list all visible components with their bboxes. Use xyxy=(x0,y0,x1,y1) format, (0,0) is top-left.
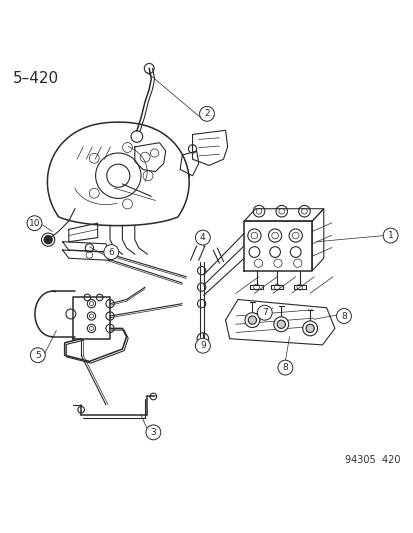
Text: 94305  420: 94305 420 xyxy=(344,455,400,465)
Circle shape xyxy=(44,236,52,244)
Circle shape xyxy=(276,320,285,328)
Circle shape xyxy=(277,360,292,375)
Circle shape xyxy=(104,245,119,260)
Circle shape xyxy=(30,348,45,362)
Circle shape xyxy=(336,309,351,324)
Text: 10: 10 xyxy=(29,219,40,228)
Text: 9: 9 xyxy=(199,341,205,350)
Text: 7: 7 xyxy=(261,308,267,317)
Circle shape xyxy=(305,324,313,333)
Circle shape xyxy=(199,107,214,122)
Text: 5: 5 xyxy=(35,351,40,360)
Circle shape xyxy=(257,305,271,320)
Circle shape xyxy=(195,338,210,353)
Circle shape xyxy=(145,425,160,440)
Text: 1: 1 xyxy=(387,231,392,240)
Circle shape xyxy=(244,313,259,328)
Circle shape xyxy=(248,316,256,324)
Text: 8: 8 xyxy=(282,363,287,372)
Circle shape xyxy=(27,216,42,231)
Text: 2: 2 xyxy=(204,109,209,118)
Circle shape xyxy=(195,230,210,245)
Text: 5–420: 5–420 xyxy=(13,70,59,85)
Text: 8: 8 xyxy=(340,311,346,320)
Text: 3: 3 xyxy=(150,428,156,437)
Circle shape xyxy=(382,228,397,243)
Text: 4: 4 xyxy=(199,233,205,242)
Circle shape xyxy=(302,321,317,336)
Text: 6: 6 xyxy=(108,247,114,256)
Circle shape xyxy=(273,317,288,332)
